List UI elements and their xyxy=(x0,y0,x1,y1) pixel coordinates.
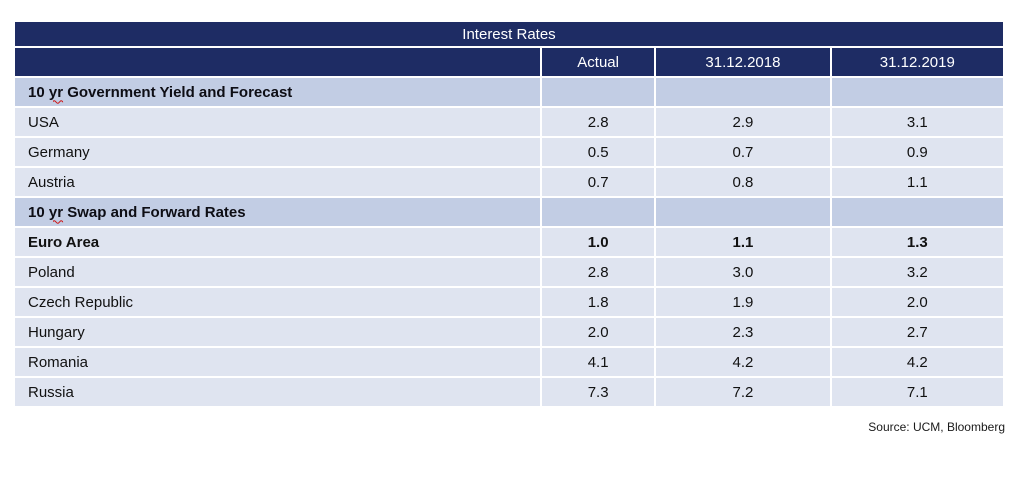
row-label-cell: Russia xyxy=(15,378,541,406)
section-empty-cell xyxy=(656,198,830,226)
table-row-russia: Russia 7.3 7.2 7.1 xyxy=(15,378,1003,406)
value-cell-2018: 2.3 xyxy=(656,318,830,346)
section-label-post: Government Yield and Forecast xyxy=(67,83,293,101)
column-header-date-2018: 31.12.2018 xyxy=(656,48,830,76)
value-cell-2018: 7.2 xyxy=(656,378,830,406)
column-header-date-2019: 31.12.2019 xyxy=(831,48,1003,76)
table-row-usa: USA 2.8 2.9 3.1 xyxy=(15,108,1003,136)
value-cell-actual: 7.3 xyxy=(542,378,655,406)
value-cell-2019: 7.1 xyxy=(831,378,1003,406)
row-label-cell: Hungary xyxy=(15,318,541,346)
value-cell-2019: 3.2 xyxy=(831,258,1003,286)
value-cell-2019: 0.9 xyxy=(831,138,1003,166)
value-cell-2019: 3.1 xyxy=(831,108,1003,136)
section-row-swap-forward: 10 yr Swap and Forward Rates xyxy=(15,198,1003,226)
value-cell-actual: 2.8 xyxy=(542,258,655,286)
value-cell-2018: 0.8 xyxy=(656,168,830,196)
section-label-word: yr xyxy=(48,83,64,101)
value-cell-2019: 2.0 xyxy=(831,288,1003,316)
value-cell-2019: 2.7 xyxy=(831,318,1003,346)
section-label-post: Swap and Forward Rates xyxy=(67,203,246,221)
value-cell-2018: 4.2 xyxy=(656,348,830,376)
section-empty-cell xyxy=(656,78,830,106)
row-label-cell: Germany xyxy=(15,138,541,166)
row-label-cell: Poland xyxy=(15,258,541,286)
section-empty-cell xyxy=(831,78,1003,106)
table-row-hungary: Hungary 2.0 2.3 2.7 xyxy=(15,318,1003,346)
value-cell-actual: 0.5 xyxy=(542,138,655,166)
title-row: Interest Rates xyxy=(15,22,1003,46)
value-cell-2018: 1.1 xyxy=(656,228,830,256)
value-cell-2018: 2.9 xyxy=(656,108,830,136)
table-title: Interest Rates xyxy=(15,22,1003,46)
row-label-cell: Austria xyxy=(15,168,541,196)
section-label-word: yr xyxy=(48,203,64,221)
value-cell-actual: 1.0 xyxy=(542,228,655,256)
table-row-romania: Romania 4.1 4.2 4.2 xyxy=(15,348,1003,376)
column-header-row: Actual 31.12.2018 31.12.2019 xyxy=(15,48,1003,76)
section-label-cell: 10 yr Swap and Forward Rates xyxy=(15,198,541,226)
slide-canvas: Interest Rates Actual 31.12.2018 31.12.2… xyxy=(0,20,1024,480)
table-row-germany: Germany 0.5 0.7 0.9 xyxy=(15,138,1003,166)
value-cell-actual: 4.1 xyxy=(542,348,655,376)
table-row-poland: Poland 2.8 3.0 3.2 xyxy=(15,258,1003,286)
section-empty-cell xyxy=(831,198,1003,226)
value-cell-2019: 1.1 xyxy=(831,168,1003,196)
interest-rates-table: Interest Rates Actual 31.12.2018 31.12.2… xyxy=(13,20,1005,408)
source-note: Source: UCM, Bloomberg xyxy=(868,420,1005,434)
row-label-cell: Euro Area xyxy=(15,228,541,256)
section-label-pre: 10 xyxy=(28,83,45,101)
row-label-cell: USA xyxy=(15,108,541,136)
value-cell-2018: 1.9 xyxy=(656,288,830,316)
row-label-cell: Romania xyxy=(15,348,541,376)
value-cell-actual: 0.7 xyxy=(542,168,655,196)
section-empty-cell xyxy=(542,198,655,226)
table-row-euro-area: Euro Area 1.0 1.1 1.3 xyxy=(15,228,1003,256)
section-label-cell: 10 yr Government Yield and Forecast xyxy=(15,78,541,106)
row-label-cell: Czech Republic xyxy=(15,288,541,316)
value-cell-2019: 1.3 xyxy=(831,228,1003,256)
section-row-government-yield: 10 yr Government Yield and Forecast xyxy=(15,78,1003,106)
section-empty-cell xyxy=(542,78,655,106)
section-label-pre: 10 xyxy=(28,203,45,221)
table-row-czech-republic: Czech Republic 1.8 1.9 2.0 xyxy=(15,288,1003,316)
value-cell-actual: 1.8 xyxy=(542,288,655,316)
column-header-empty xyxy=(15,48,541,76)
value-cell-2018: 3.0 xyxy=(656,258,830,286)
table-row-austria: Austria 0.7 0.8 1.1 xyxy=(15,168,1003,196)
value-cell-2019: 4.2 xyxy=(831,348,1003,376)
value-cell-actual: 2.0 xyxy=(542,318,655,346)
value-cell-actual: 2.8 xyxy=(542,108,655,136)
value-cell-2018: 0.7 xyxy=(656,138,830,166)
column-header-actual: Actual xyxy=(542,48,655,76)
